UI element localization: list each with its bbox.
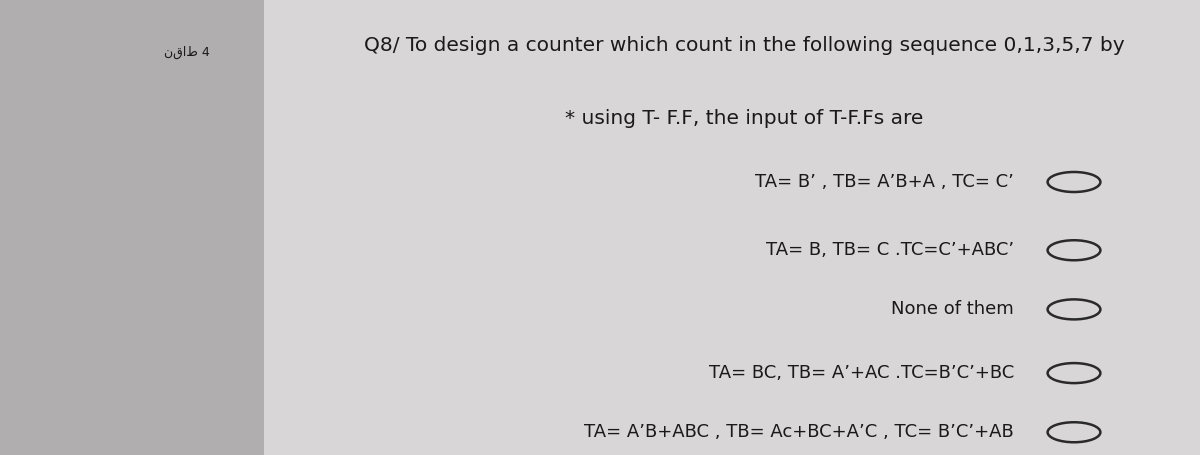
Bar	[264, 0, 1200, 455]
Text: TA= B, TB= C .TC=C’+ABC’: TA= B, TB= C .TC=C’+ABC’	[766, 241, 1014, 259]
Text: * using T- F.F, the input of T-F.Fs are: * using T- F.F, the input of T-F.Fs are	[565, 109, 923, 128]
Text: Q8/ To design a counter which count in the following sequence 0,1,3,5,7 by: Q8/ To design a counter which count in t…	[364, 36, 1124, 56]
Text: TA= A’B+ABC , TB= Ac+BC+A’C , TC= B’C’+AB: TA= A’B+ABC , TB= Ac+BC+A’C , TC= B’C’+A…	[584, 423, 1014, 441]
Text: نقاط 4: نقاط 4	[164, 46, 210, 59]
Text: TA= BC, TB= A’+AC .TC=B’C’+BC: TA= BC, TB= A’+AC .TC=B’C’+BC	[709, 364, 1014, 382]
Text: None of them: None of them	[892, 300, 1014, 318]
Text: TA= B’ , TB= A’B+A , TC= C’: TA= B’ , TB= A’B+A , TC= C’	[755, 173, 1014, 191]
